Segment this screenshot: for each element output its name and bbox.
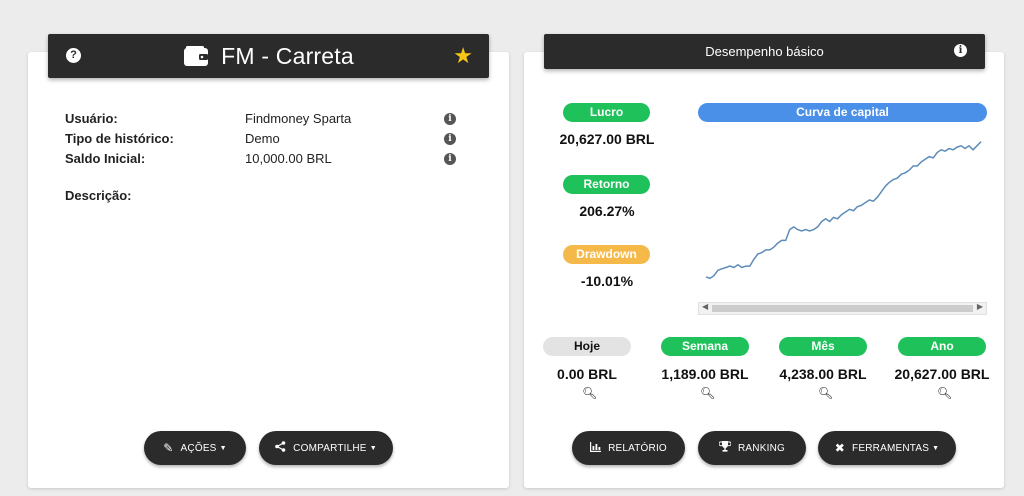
period-value-month: 4,238.00 BRL: [779, 366, 867, 382]
search-icon[interactable]: 🔍︎: [582, 386, 598, 400]
info-icon[interactable]: i: [444, 153, 456, 165]
period-badge-week: Semana: [661, 337, 749, 356]
caret-down-icon: ▼: [369, 444, 377, 452]
info-value: 10,000.00 BRL: [245, 151, 332, 166]
ranking-label: RANKING: [738, 442, 785, 454]
share-button[interactable]: COMPARTILHE ▼: [259, 431, 393, 465]
actions-button[interactable]: ✎ AÇÕES ▼: [144, 431, 246, 465]
scroll-right-icon[interactable]: ▶: [976, 302, 983, 311]
scrollbar-thumb[interactable]: [712, 305, 973, 312]
info-row-initial-balance: Saldo Inicial: 10,000.00 BRL i: [65, 151, 460, 171]
info-value: Findmoney Sparta: [245, 111, 352, 126]
share-label: COMPARTILHE: [293, 442, 367, 454]
tools-icon: ✖: [834, 441, 846, 455]
drawdown-badge: Drawdown: [563, 245, 650, 264]
performance-header: Desempenho básico i: [544, 34, 985, 69]
account-card: [28, 52, 509, 488]
profit-badge: Lucro: [563, 103, 650, 122]
account-info-list: Usuário: Findmoney Sparta i Tipo de hist…: [65, 111, 460, 171]
actions-label: AÇÕES: [180, 442, 217, 454]
caret-down-icon: ▼: [932, 444, 940, 452]
share-icon: [275, 441, 286, 455]
favorite-star-icon[interactable]: ★: [453, 43, 473, 68]
trophy-icon: [718, 441, 732, 455]
pencil-icon: ✎: [163, 441, 174, 455]
period-value-week: 1,189.00 BRL: [661, 366, 749, 382]
search-icon[interactable]: 🔍︎: [700, 386, 716, 400]
info-icon[interactable]: i: [954, 44, 967, 57]
report-button[interactable]: RELATÓRIO: [572, 431, 685, 465]
bar-chart-icon: [590, 441, 602, 455]
equity-series-line: [705, 141, 982, 280]
tools-label: FERRAMENTAS: [852, 442, 930, 454]
info-value: Demo: [245, 131, 280, 146]
search-icon[interactable]: 🔍︎: [937, 386, 953, 400]
wallet-icon: [183, 45, 209, 67]
equity-curve-badge: Curva de capital: [698, 103, 987, 122]
equity-curve-chart: [705, 141, 982, 280]
scroll-left-icon[interactable]: ◀: [702, 302, 709, 311]
tools-button[interactable]: ✖ FERRAMENTAS ▼: [818, 431, 956, 465]
return-value: 206.27%: [579, 203, 635, 219]
info-label: Tipo de histórico:: [65, 131, 174, 146]
return-badge: Retorno: [563, 175, 650, 194]
chart-scrollbar[interactable]: ◀ ▶: [698, 302, 987, 315]
drawdown-value: -10.01%: [580, 273, 634, 289]
info-label: Saldo Inicial:: [65, 151, 146, 166]
period-badge-month: Mês: [779, 337, 867, 356]
performance-title: Desempenho básico: [705, 44, 824, 59]
search-icon[interactable]: 🔍︎: [818, 386, 834, 400]
info-icon[interactable]: i: [444, 113, 456, 125]
report-label: RELATÓRIO: [608, 442, 667, 454]
info-row-user: Usuário: Findmoney Sparta i: [65, 111, 460, 131]
period-badge-today: Hoje: [543, 337, 631, 356]
account-title: FM - Carreta: [221, 42, 354, 69]
info-label: Usuário:: [65, 111, 118, 126]
info-icon[interactable]: i: [444, 133, 456, 145]
description-label: Descrição:: [65, 188, 132, 203]
account-header: ? FM - Carreta ★: [48, 34, 489, 78]
performance-card: [524, 52, 1004, 488]
help-icon[interactable]: ?: [66, 48, 81, 63]
period-value-today: 0.00 BRL: [557, 366, 617, 382]
profit-value: 20,627.00 BRL: [559, 131, 655, 147]
caret-down-icon: ▼: [219, 444, 227, 452]
info-row-history-type: Tipo de histórico: Demo i: [65, 131, 460, 151]
period-badge-year: Ano: [898, 337, 986, 356]
period-value-year: 20,627.00 BRL: [894, 366, 990, 382]
ranking-button[interactable]: RANKING: [698, 431, 806, 465]
